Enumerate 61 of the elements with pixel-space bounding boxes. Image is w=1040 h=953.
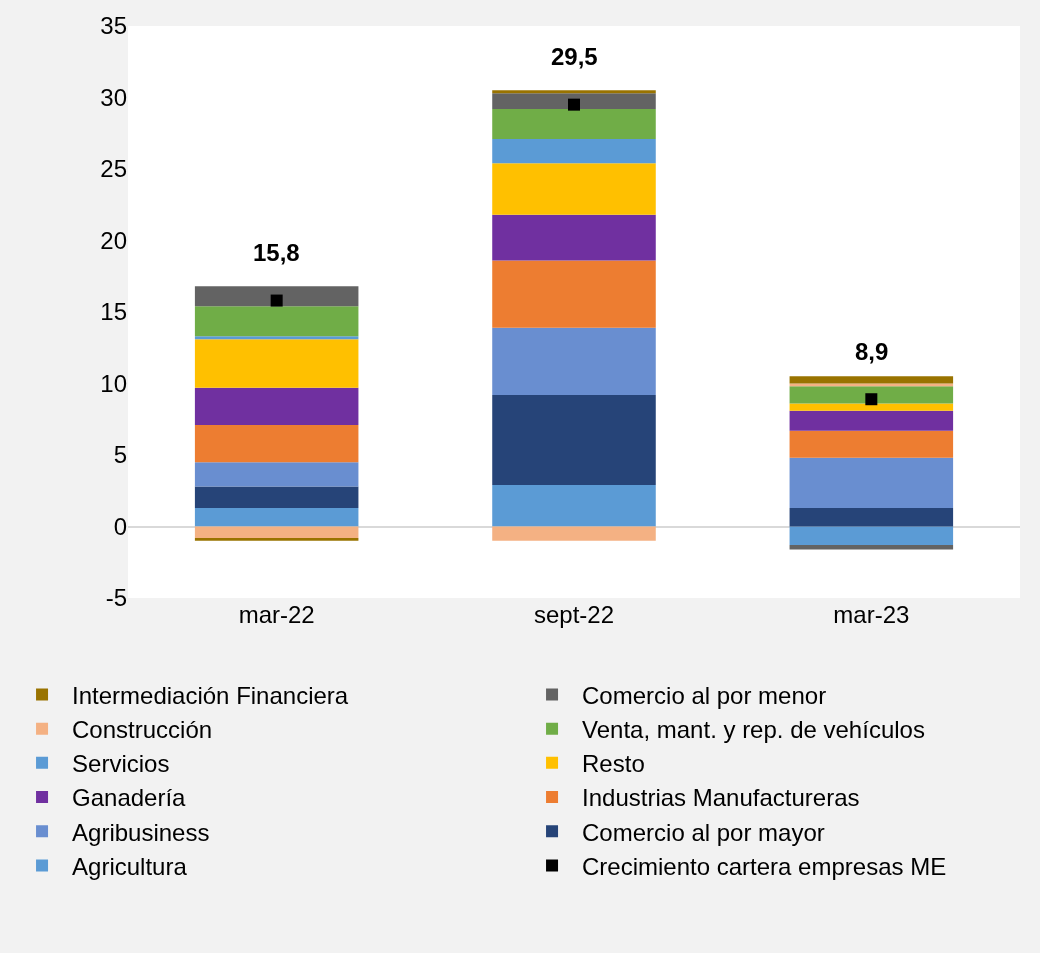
bar bbox=[194, 537, 359, 541]
bar bbox=[789, 430, 954, 458]
legend-label: Comercio al por mayor bbox=[582, 818, 825, 846]
bar bbox=[492, 163, 656, 215]
bar bbox=[492, 394, 656, 486]
legend-label: Crecimiento cartera empresas ME bbox=[582, 852, 947, 880]
bar bbox=[789, 457, 954, 508]
bar bbox=[194, 526, 359, 538]
bar bbox=[194, 387, 359, 425]
y-tick-label: 35 bbox=[100, 12, 127, 40]
bar bbox=[789, 526, 954, 546]
y-tick-label: 5 bbox=[113, 441, 127, 469]
x-tick-label: mar-23 bbox=[833, 601, 910, 628]
bar bbox=[194, 339, 359, 388]
point bbox=[270, 294, 283, 307]
bar bbox=[789, 410, 954, 431]
point bbox=[568, 98, 580, 111]
legend-label: Industrias Manufactureras bbox=[582, 784, 860, 812]
bar bbox=[492, 214, 656, 261]
bar bbox=[194, 462, 359, 487]
bar bbox=[492, 138, 656, 164]
bar bbox=[492, 260, 656, 328]
legend-label: Construcción bbox=[72, 716, 213, 744]
bar bbox=[194, 486, 359, 508]
bar bbox=[492, 90, 656, 94]
y-tick-label: 0 bbox=[113, 512, 127, 540]
bar bbox=[194, 507, 359, 527]
legend-label: Resto bbox=[582, 750, 645, 778]
bar bbox=[492, 526, 656, 541]
legend-label: Ganadería bbox=[72, 784, 187, 812]
y-tick-label: 15 bbox=[100, 298, 127, 326]
y-tick-label: 25 bbox=[100, 155, 127, 183]
y-tick-label: 30 bbox=[100, 83, 127, 111]
legend-label: Comercio al por menor bbox=[582, 681, 827, 709]
bar bbox=[194, 286, 359, 307]
bar bbox=[789, 376, 954, 384]
bar bbox=[492, 327, 656, 395]
y-tick-label: 10 bbox=[100, 369, 127, 397]
legend-label: Intermediación Financiera bbox=[72, 681, 349, 709]
legend-label: Agricultura bbox=[72, 852, 188, 880]
bar bbox=[194, 336, 359, 340]
data-label: 15,8 bbox=[253, 239, 300, 266]
data-label: 8,9 bbox=[855, 338, 889, 365]
bar bbox=[789, 545, 954, 550]
bar bbox=[194, 424, 359, 463]
legend-label: Agribusiness bbox=[72, 818, 210, 846]
bar bbox=[492, 485, 656, 527]
point bbox=[865, 393, 878, 406]
x-tick-label: mar-22 bbox=[238, 601, 315, 628]
x-tick-label: sept-22 bbox=[533, 601, 615, 628]
data-label: 29,5 bbox=[551, 43, 598, 70]
bar bbox=[492, 108, 656, 139]
legend-label: Venta, mant. y rep. de vehículos bbox=[582, 716, 925, 744]
bar bbox=[789, 507, 954, 527]
bar bbox=[789, 403, 954, 411]
y-tick-label: -5 bbox=[105, 584, 127, 612]
bar bbox=[789, 386, 954, 404]
y-tick-label: 20 bbox=[100, 226, 127, 254]
legend-label: Servicios bbox=[72, 750, 170, 778]
bar bbox=[194, 306, 359, 337]
bar bbox=[492, 93, 656, 109]
